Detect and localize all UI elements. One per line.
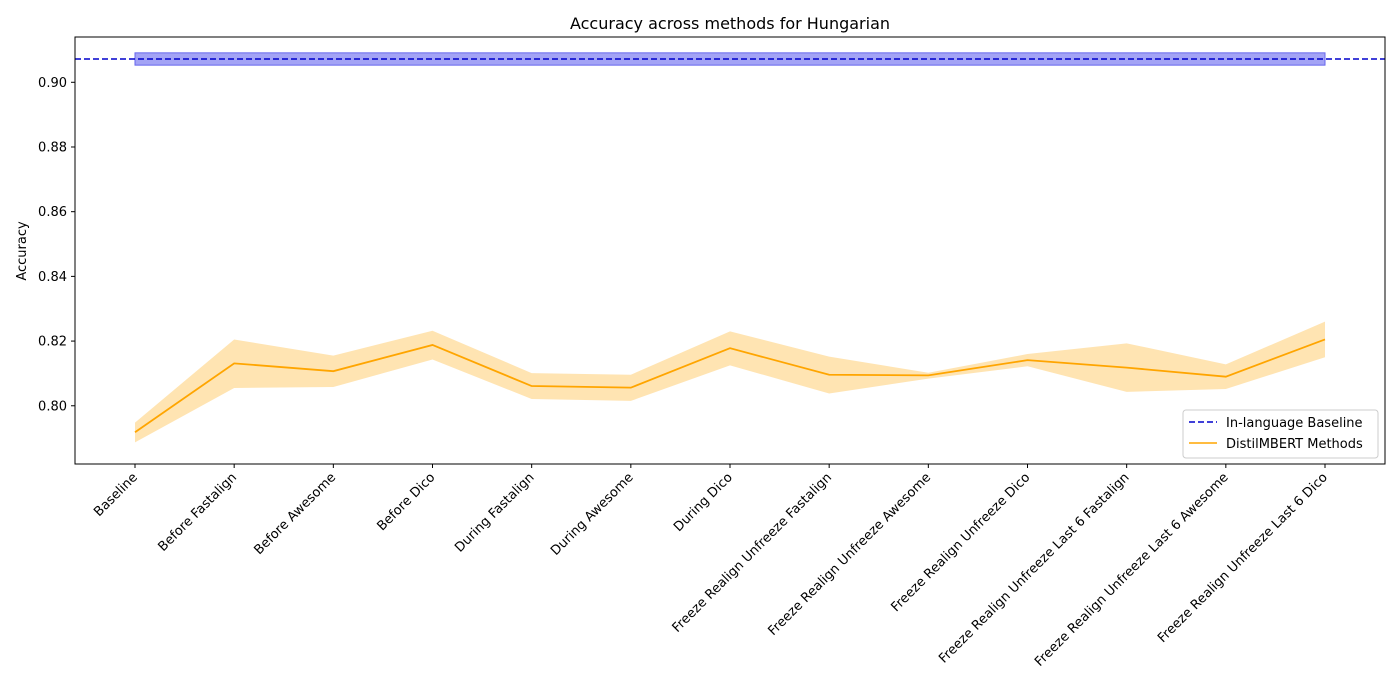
legend-label-methods: DistilMBERT Methods: [1226, 437, 1363, 452]
legend-box: [1182, 409, 1379, 459]
x-tick-label: During Fastalign: [452, 470, 537, 555]
legend: In-language Baseline DistilMBERT Methods: [1182, 409, 1379, 459]
methods-accuracy-line: [134, 338, 1326, 434]
chart-title: Accuracy across methods for Hungarian: [570, 14, 890, 33]
x-tick-label: Freeze Realign Unfreeze Awesome: [765, 470, 934, 639]
y-tick-label: 0.82: [38, 335, 67, 350]
y-tick-label: 0.90: [38, 76, 67, 91]
x-tick-label: Freeze Realign Unfreeze Last 6 Awesome: [1032, 470, 1232, 670]
y-tick-label: 0.80: [38, 399, 67, 414]
y-tick-label: 0.86: [38, 205, 67, 220]
x-tick-label: During Dico: [671, 470, 736, 535]
axes-frame: [74, 36, 1386, 465]
x-tick-label: During Awesome: [548, 470, 637, 559]
plot-area: 0.80 0.82 0.84 0.86 0.88 0.90 Baseline Before F…: [38, 36, 1386, 670]
x-tick-label: Before Awesome: [251, 470, 339, 558]
legend-label-baseline: In-language Baseline: [1226, 416, 1363, 431]
y-tick-label: 0.88: [38, 140, 67, 155]
x-tick-label: Before Dico: [374, 470, 438, 534]
methods-confidence-band: [135, 321, 1325, 443]
y-tick-label: 0.84: [38, 270, 67, 285]
x-tick-label: Freeze Realign Unfreeze Last 6 Dico: [1155, 470, 1331, 646]
x-tick-label: Before Fastalign: [156, 470, 240, 554]
x-tick-label: Freeze Realign Unfreeze Fastalign: [670, 470, 835, 635]
y-axis-label: Accuracy: [15, 221, 30, 281]
x-tick-label: Baseline: [91, 470, 141, 520]
x-tick-label: Freeze Realign Unfreeze Last 6 Fastalign: [936, 470, 1132, 666]
